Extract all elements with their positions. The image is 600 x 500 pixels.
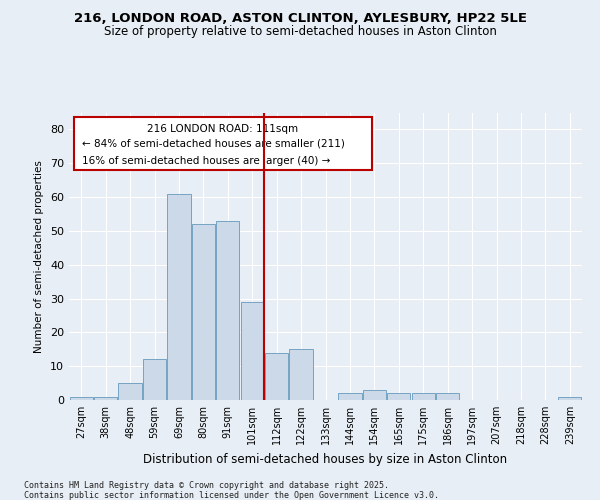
Bar	[143, 360, 166, 400]
Bar	[216, 220, 239, 400]
Text: 16% of semi-detached houses are larger (40) →: 16% of semi-detached houses are larger (…	[82, 156, 330, 166]
Bar	[192, 224, 215, 400]
Bar	[167, 194, 191, 400]
Text: Size of property relative to semi-detached houses in Aston Clinton: Size of property relative to semi-detach…	[104, 25, 496, 38]
Bar	[387, 393, 410, 400]
Y-axis label: Number of semi-detached properties: Number of semi-detached properties	[34, 160, 44, 352]
Text: 216, LONDON ROAD, ASTON CLINTON, AYLESBURY, HP22 5LE: 216, LONDON ROAD, ASTON CLINTON, AYLESBU…	[74, 12, 527, 26]
Bar	[338, 393, 362, 400]
Text: Contains public sector information licensed under the Open Government Licence v3: Contains public sector information licen…	[24, 491, 439, 500]
X-axis label: Distribution of semi-detached houses by size in Aston Clinton: Distribution of semi-detached houses by …	[143, 452, 508, 466]
Bar	[289, 350, 313, 400]
Text: Contains HM Land Registry data © Crown copyright and database right 2025.: Contains HM Land Registry data © Crown c…	[24, 481, 389, 490]
Bar	[436, 393, 459, 400]
Bar	[118, 383, 142, 400]
Bar	[70, 396, 93, 400]
Bar	[241, 302, 264, 400]
Bar	[363, 390, 386, 400]
Bar	[94, 396, 117, 400]
Bar	[558, 396, 581, 400]
Text: 216 LONDON ROAD: 111sqm: 216 LONDON ROAD: 111sqm	[148, 124, 298, 134]
Bar	[265, 352, 288, 400]
FancyBboxPatch shape	[74, 117, 371, 170]
Bar	[412, 393, 435, 400]
Text: ← 84% of semi-detached houses are smaller (211): ← 84% of semi-detached houses are smalle…	[82, 138, 344, 148]
